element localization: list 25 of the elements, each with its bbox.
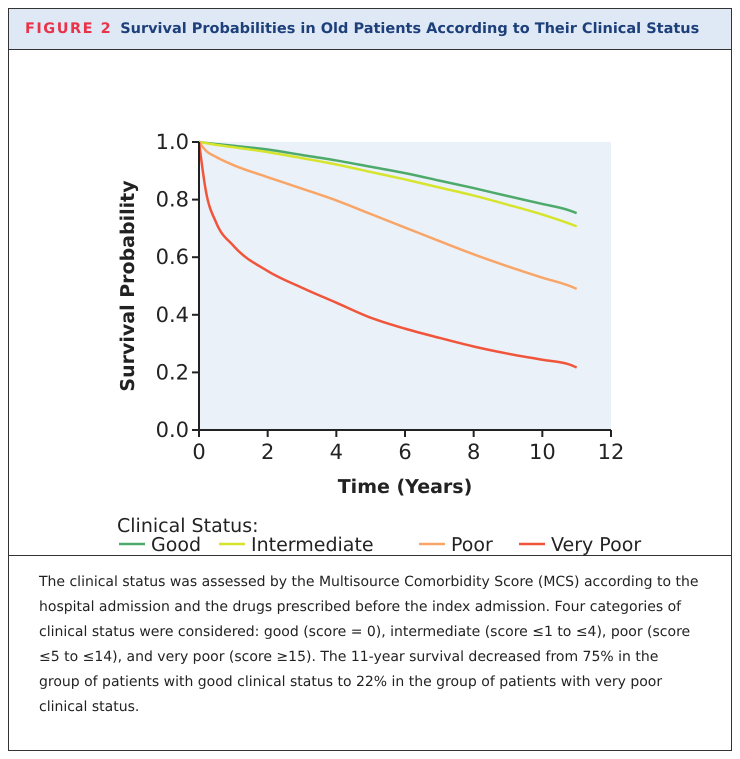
y-tick-label: 0.8 xyxy=(156,188,189,212)
x-tick-label: 12 xyxy=(598,440,624,464)
x-tick-label: 0 xyxy=(192,440,206,464)
legend-label: Intermediate xyxy=(251,534,374,556)
line-series xyxy=(198,140,578,369)
line-series xyxy=(198,140,578,228)
text: The clinical status was assessed by the Multisource Comorbidity Score (MCS) according to the hospital admission and the drugs prescribed before the index admission. Four categories of clinical status were considered: good (score = 0), intermediate (score ≤1 to ≤4), poor (score ≤5 to ≤14), and very poor (score ≥15). The 11-year survival decreased from 75% in the group of patients with good clinical status to 22% in the group of patients with very poor clinical status. xyxy=(39,573,700,717)
y-tick-label: 1.0 xyxy=(156,130,189,154)
x-tick-label: 10 xyxy=(528,440,556,464)
x-tick-label: 4 xyxy=(330,440,344,464)
x-axis-title: Time (Years) xyxy=(338,476,472,498)
y-tick-label: 0.6 xyxy=(156,245,189,270)
x-tick-label: 8 xyxy=(466,440,480,464)
chart-title: FIGURE 2 Survival Probabilities in Old Patients According to Their Clinical Status xyxy=(9,9,731,50)
line-series xyxy=(198,140,578,290)
legend-label: Poor xyxy=(451,534,494,556)
x-tick-label: 2 xyxy=(260,440,274,464)
legend-label: Good xyxy=(151,534,202,556)
y-axis-title: Survival Probability xyxy=(117,180,139,392)
legend-label: Very Poor xyxy=(551,534,642,556)
y-tick-label: 0.0 xyxy=(156,418,189,442)
x-tick-label: 6 xyxy=(398,440,412,464)
legend-title: Clinical Status: xyxy=(117,515,258,537)
y-tick-label: 0.4 xyxy=(156,302,189,327)
y-tick-label: 0.2 xyxy=(156,360,189,384)
